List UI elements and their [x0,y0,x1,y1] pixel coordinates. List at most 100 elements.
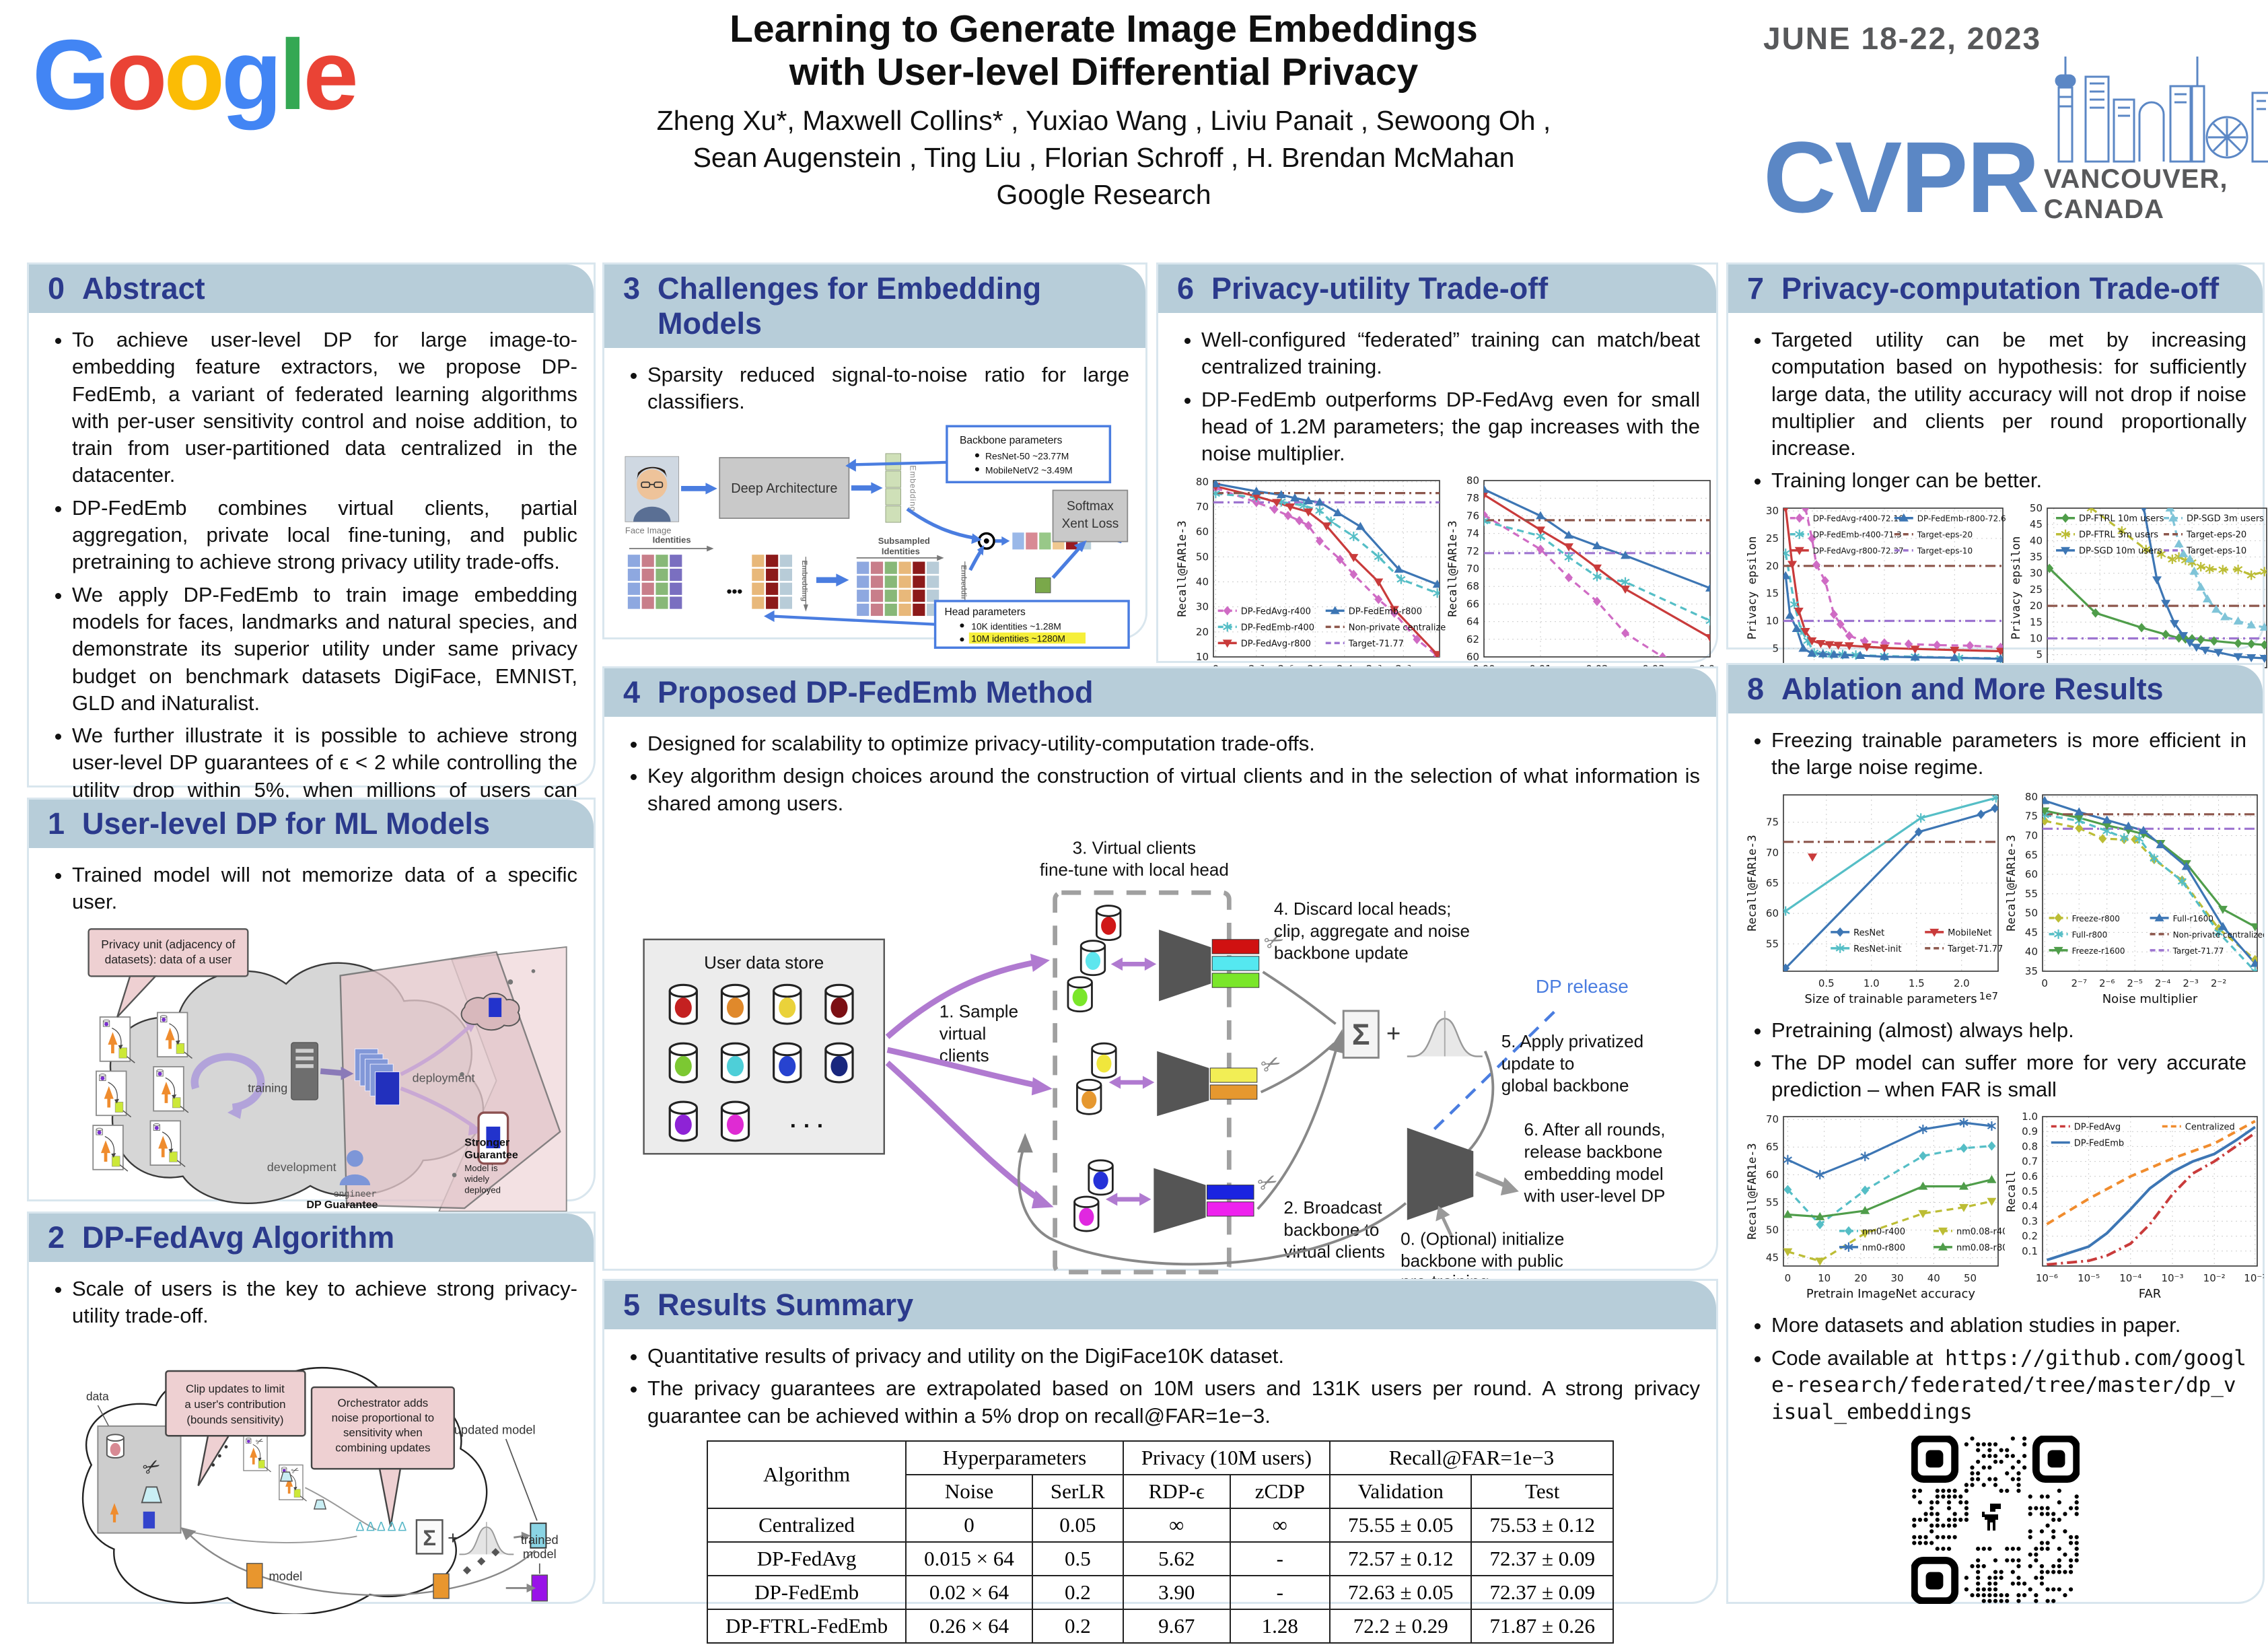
svg-text:0. (Optional) initialize: 0. (Optional) initialize [1401,1228,1564,1249]
svg-text:66: 66 [1466,598,1479,610]
bullet: Scale of users is the key to achieve str… [72,1275,577,1330]
svg-text:DP-FedEmb: DP-FedEmb [2074,1139,2124,1149]
svg-text:Full-r1600: Full-r1600 [2173,914,2213,923]
google-letter: e [303,20,358,131]
method-diagram: 3. Virtual clients fine-tune with local … [643,837,1666,1290]
svg-text:80: 80 [1466,475,1479,487]
qr-code [1911,1435,2080,1604]
table-row: DP-FedEmb 0.02 × 64 0.2 3.90-72.63 ± 0.05 72… [707,1574,1614,1610]
svg-text:40: 40 [2025,946,2038,958]
svg-text:72: 72 [1466,545,1479,557]
svg-text:MobileNet: MobileNet [1948,927,1991,938]
section-method: 4 Proposed DP-FedEmb Method Designed for … [602,666,1718,1290]
svg-text:0.4: 0.4 [2022,1201,2038,1213]
svg-text:Freeze-r800: Freeze-r800 [2072,914,2120,923]
svg-text:15: 15 [1766,587,1779,599]
svg-text:Recall@FAR1e-3: Recall@FAR1e-3 [2005,835,2018,931]
svg-text:✂: ✂ [254,1434,264,1447]
table-cell: 0.2 [1031,1574,1124,1610]
svg-text:50: 50 [1196,551,1209,563]
backbone-params-callout: Backbone parameters ResNet-50 ~23.77M Mo… [946,425,1112,483]
svg-text:40: 40 [1196,576,1209,588]
section-privacy-utility: 6 Privacy-utility Trade-off Well-configur… [1156,262,1718,692]
svg-text:Noise multiplier: Noise multiplier [2102,992,2198,1006]
table-cell: 1.28 [1229,1608,1331,1644]
section-number: 3 [623,271,641,306]
model-label: model [269,1568,302,1582]
svg-text:✂: ✂ [289,1464,300,1477]
svg-text:60: 60 [1466,651,1479,663]
svg-text:70: 70 [1466,563,1479,575]
trained-model-label: trained [520,1533,558,1547]
svg-text:20: 20 [1766,560,1779,572]
code-prefix: Code available at [1771,1345,1934,1370]
svg-text:with user-level DP: with user-level DP [1524,1186,1666,1206]
svg-text:10: 10 [1196,651,1209,663]
svg-text:Stronger: Stronger [464,1136,510,1148]
bullet: The DP model can suffer more for very ac… [1771,1049,2246,1104]
svg-text:Target-71.77: Target-71.77 [2172,946,2224,956]
table-cell: DP-FedEmb [707,1574,907,1610]
development-label: development [267,1160,336,1174]
svg-text:40: 40 [2030,534,2043,547]
bullet: Targeted utility can be met by increasin… [1771,326,2246,462]
svg-text:Embedding: Embedding [960,565,968,606]
code-url-link[interactable]: https://github.com/google-research/feder… [1771,1345,2246,1425]
svg-text:30: 30 [1196,601,1209,613]
poster-title-line2: with User-level Differential Privacy [789,50,1419,94]
section-title: Results Summary [658,1288,914,1322]
section-fedavg: 2 DP-FedAvg Algorithm Scale of users is t… [27,1212,596,1614]
svg-text:20: 20 [2030,600,2043,612]
svg-text:55: 55 [2025,887,2038,899]
svg-text:Target-eps-20: Target-eps-20 [1917,530,1973,540]
col-header: SerLR [1031,1473,1124,1509]
svg-text:65: 65 [1766,1142,1779,1154]
svg-text:70: 70 [1196,501,1209,514]
svg-text:+: + [448,1528,458,1548]
svg-text:65: 65 [1766,877,1779,889]
svg-text:Embedding: Embedding [800,560,808,601]
svg-text:10: 10 [2030,632,2043,644]
table-row: Centralized 0 0.05 ∞ ∞ 75.55 ± 0.05 75.53 ± 0.… [707,1507,1614,1543]
bullet: DP-FedEmb combines virtual clients, part… [72,495,577,576]
results-table: Algorithm Hyperparameters Privacy (10M u… [707,1440,1614,1644]
svg-text:Embedding: Embedding [908,465,917,512]
authors-line2: Sean Augenstein , Ting Liu , Florian Sch… [693,141,1515,173]
col-header: Privacy (10M users) [1122,1440,1331,1475]
svg-text:60: 60 [1766,1169,1779,1181]
svg-text:DP-FedAvg-r400-72.16: DP-FedAvg-r400-72.16 [1813,514,1904,524]
data-label: data [86,1389,109,1403]
table-cell: 3.90 [1122,1574,1231,1610]
svg-text:nm0-r400: nm0-r400 [1862,1227,1905,1237]
bullet: Training longer can be better. [1771,467,2246,494]
chart-ablation-pretrain: 45 50 55 60 65 70 0 10 20 30 40 50 Pretrain ImageNet… [1746,1109,2005,1304]
table-cell: 72.37 ± 0.09 [1470,1541,1614,1576]
svg-text:DP-FedEmb-r800-72.6: DP-FedEmb-r800-72.6 [1917,514,2006,524]
table-cell: 72.2 ± 0.29 [1328,1608,1473,1644]
table-cell: 75.53 ± 0.12 [1470,1507,1614,1543]
svg-text:DP-FedEmb-r400-71.3: DP-FedEmb-r400-71.3 [1813,530,1902,540]
col-header: Recall@FAR=1e−3 [1328,1440,1614,1475]
section-number: 2 [48,1220,65,1255]
svg-text:2⁻⁷: 2⁻⁷ [2071,977,2086,989]
section-title: Proposed DP-FedEmb Method [658,675,1094,709]
svg-text:combining updates: combining updates [335,1441,430,1454]
table-cell: DP-FTRL-FedEmb [707,1608,907,1644]
svg-text:•••: ••• [727,583,743,600]
svg-text:DP-FTRL 10m users: DP-FTRL 10m users [2079,514,2164,524]
svg-text:2.0: 2.0 [1954,977,1970,989]
section-number: 4 [623,675,641,709]
svg-text:backbone update: backbone update [1274,943,1409,963]
identity-grid-b [751,553,793,610]
embedding-column [885,453,901,523]
dp-release-label: DP release [1536,976,1629,997]
userdp-diagram: Privacy unit (adjacency of datasets): da… [87,927,567,1221]
svg-text:DP-FedEmb-r800: DP-FedEmb-r800 [1349,607,1422,617]
svg-text:nm0.08-r800: nm0.08-r800 [1956,1243,2005,1253]
svg-text:10M identities ~1280M: 10M identities ~1280M [971,633,1065,643]
svg-text:75: 75 [2025,810,2038,822]
chart-ablation-params: 55 60 65 70 75 0.5 1.0 1.5 2.0 Size of trainable … [1746,787,2005,1009]
section-number: 6 [1177,271,1195,306]
svg-text:3. Virtual clients: 3. Virtual clients [1073,837,1196,857]
bullet: Quantitative results of privacy and util… [647,1343,1700,1370]
